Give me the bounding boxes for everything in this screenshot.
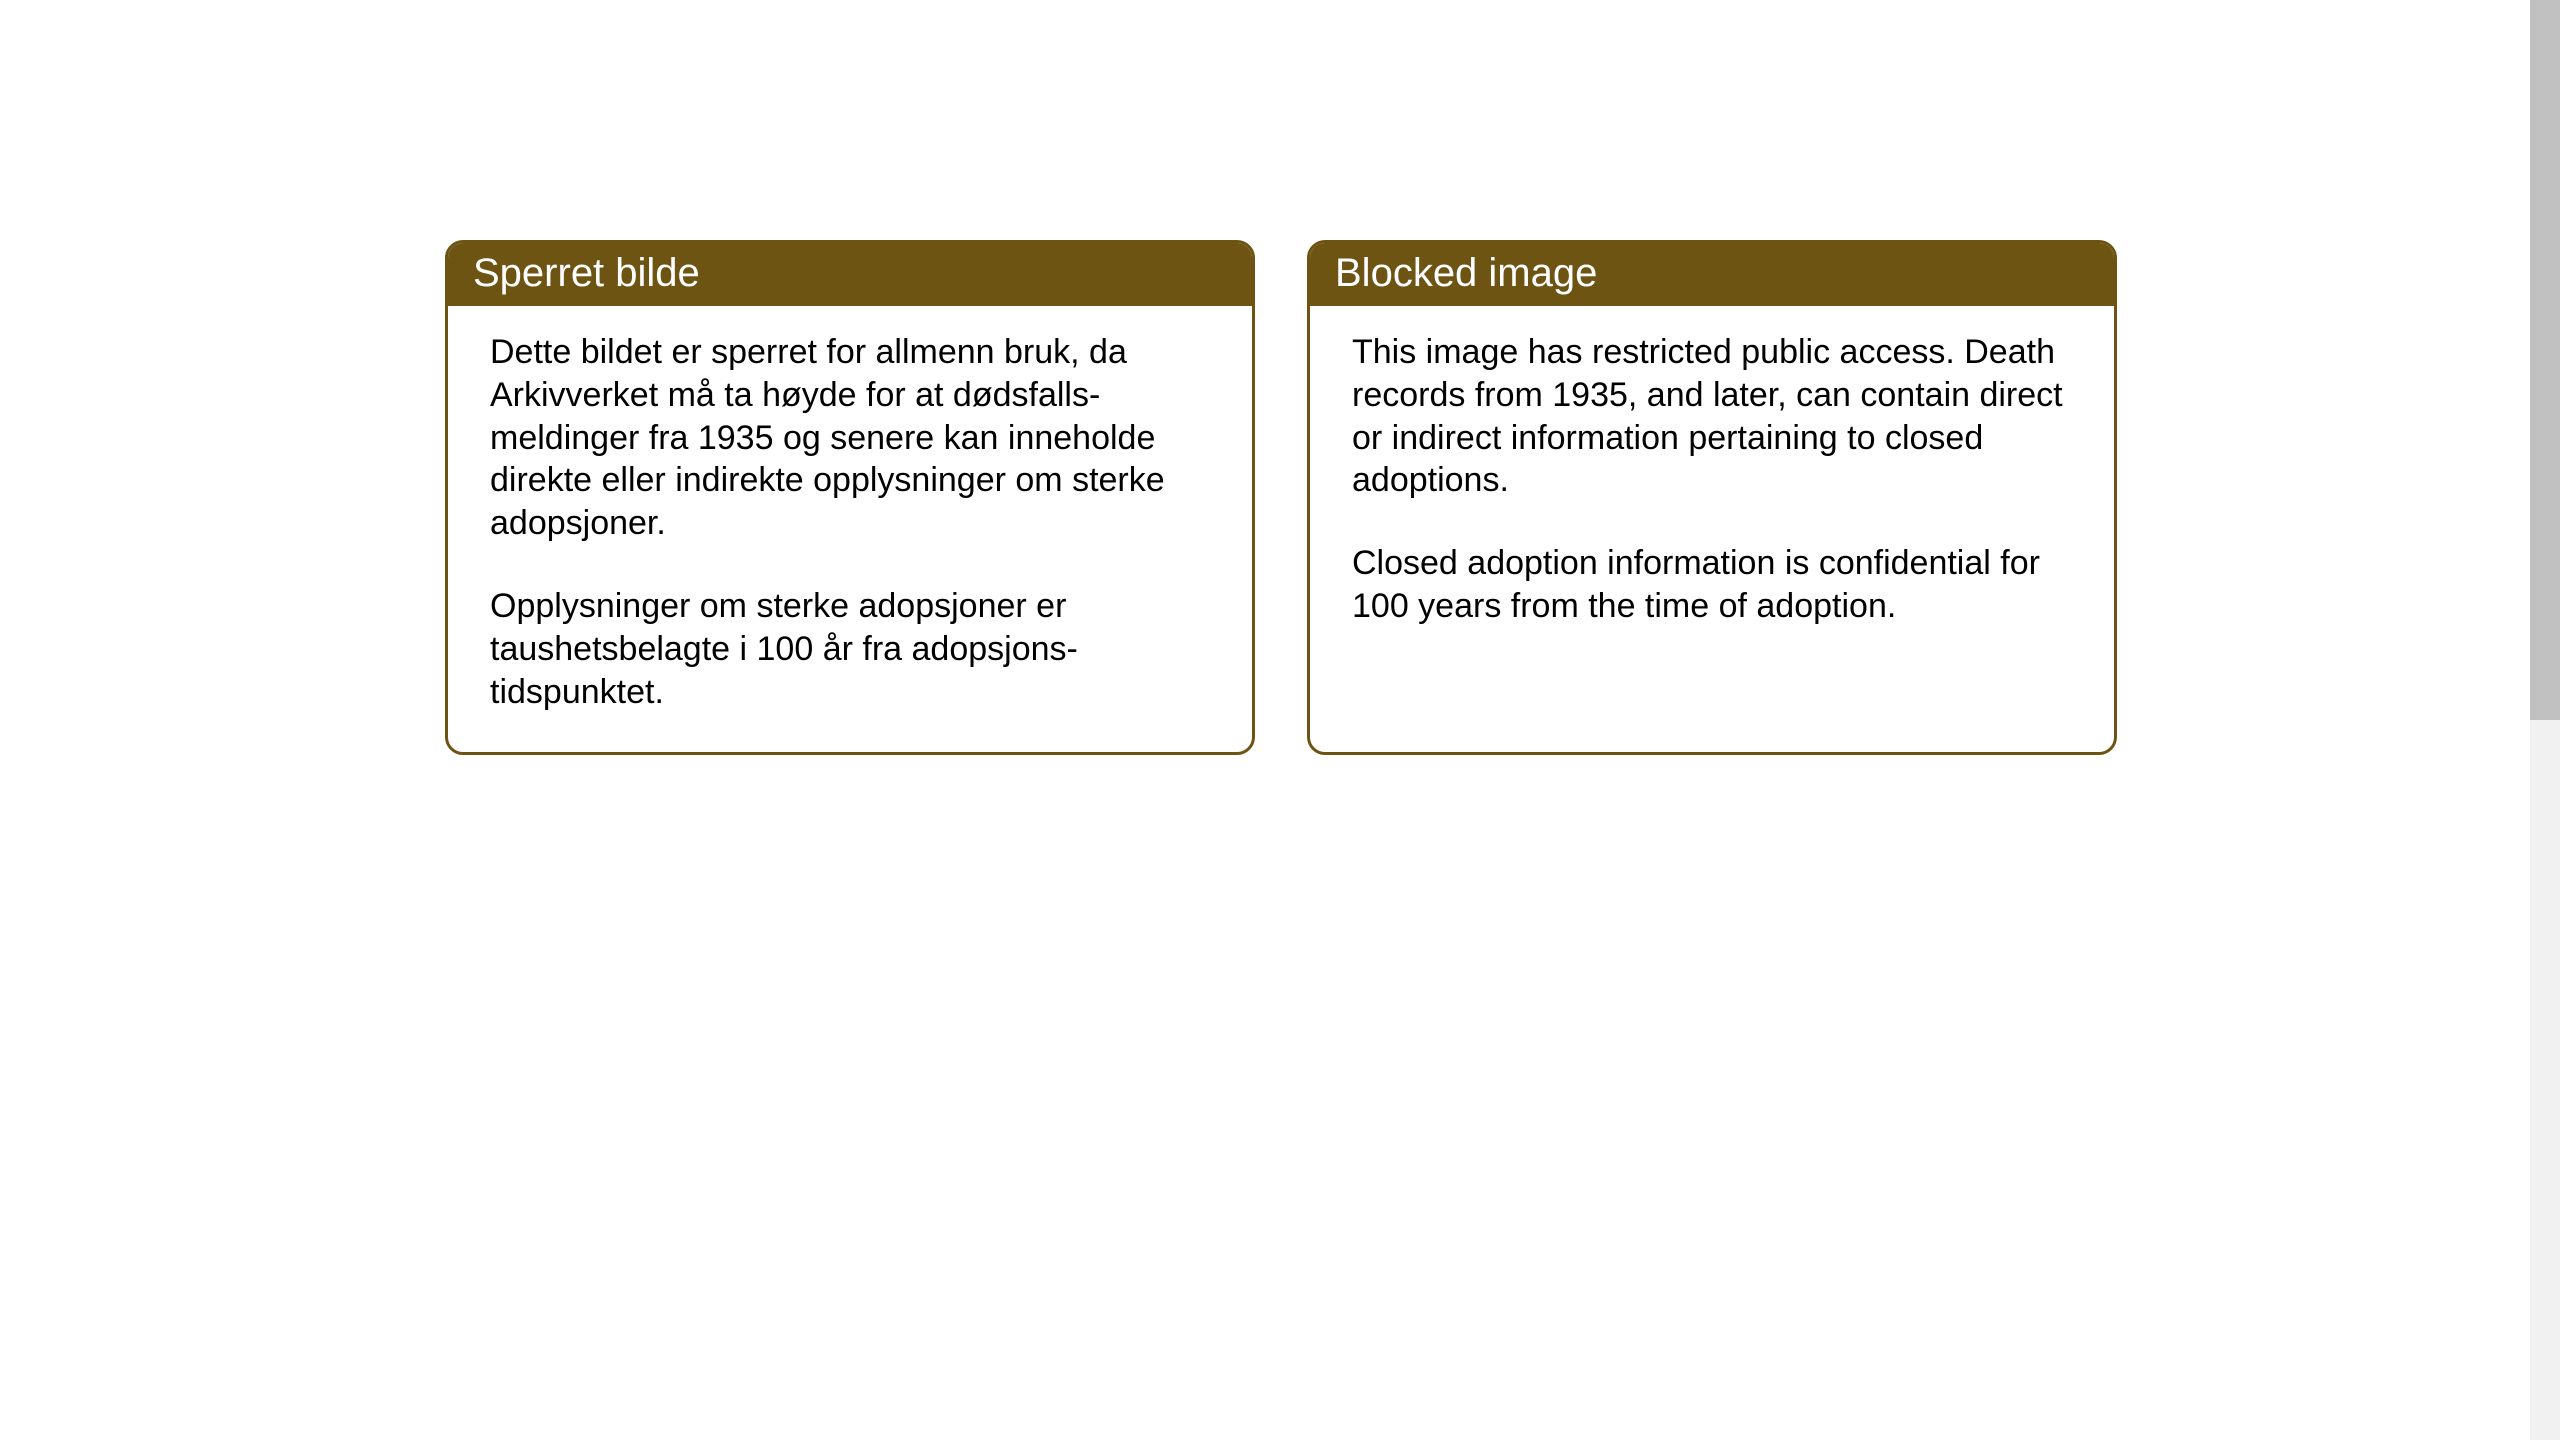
english-paragraph-2: Closed adoption information is confident… [1352, 542, 2072, 628]
norwegian-paragraph-2: Opplysninger om sterke adopsjoner er tau… [490, 585, 1210, 713]
english-card-title: Blocked image [1310, 243, 2114, 306]
notice-cards-container: Sperret bilde Dette bildet er sperret fo… [445, 240, 2117, 755]
norwegian-card-title: Sperret bilde [448, 243, 1252, 306]
norwegian-card-body: Dette bildet er sperret for allmenn bruk… [448, 306, 1252, 752]
scrollbar-thumb[interactable] [2530, 0, 2560, 720]
english-notice-card: Blocked image This image has restricted … [1307, 240, 2117, 755]
english-paragraph-1: This image has restricted public access.… [1352, 331, 2072, 502]
norwegian-notice-card: Sperret bilde Dette bildet er sperret fo… [445, 240, 1255, 755]
scrollbar-track[interactable] [2530, 0, 2560, 1440]
norwegian-paragraph-1: Dette bildet er sperret for allmenn bruk… [490, 331, 1210, 545]
english-card-body: This image has restricted public access.… [1310, 306, 2114, 666]
